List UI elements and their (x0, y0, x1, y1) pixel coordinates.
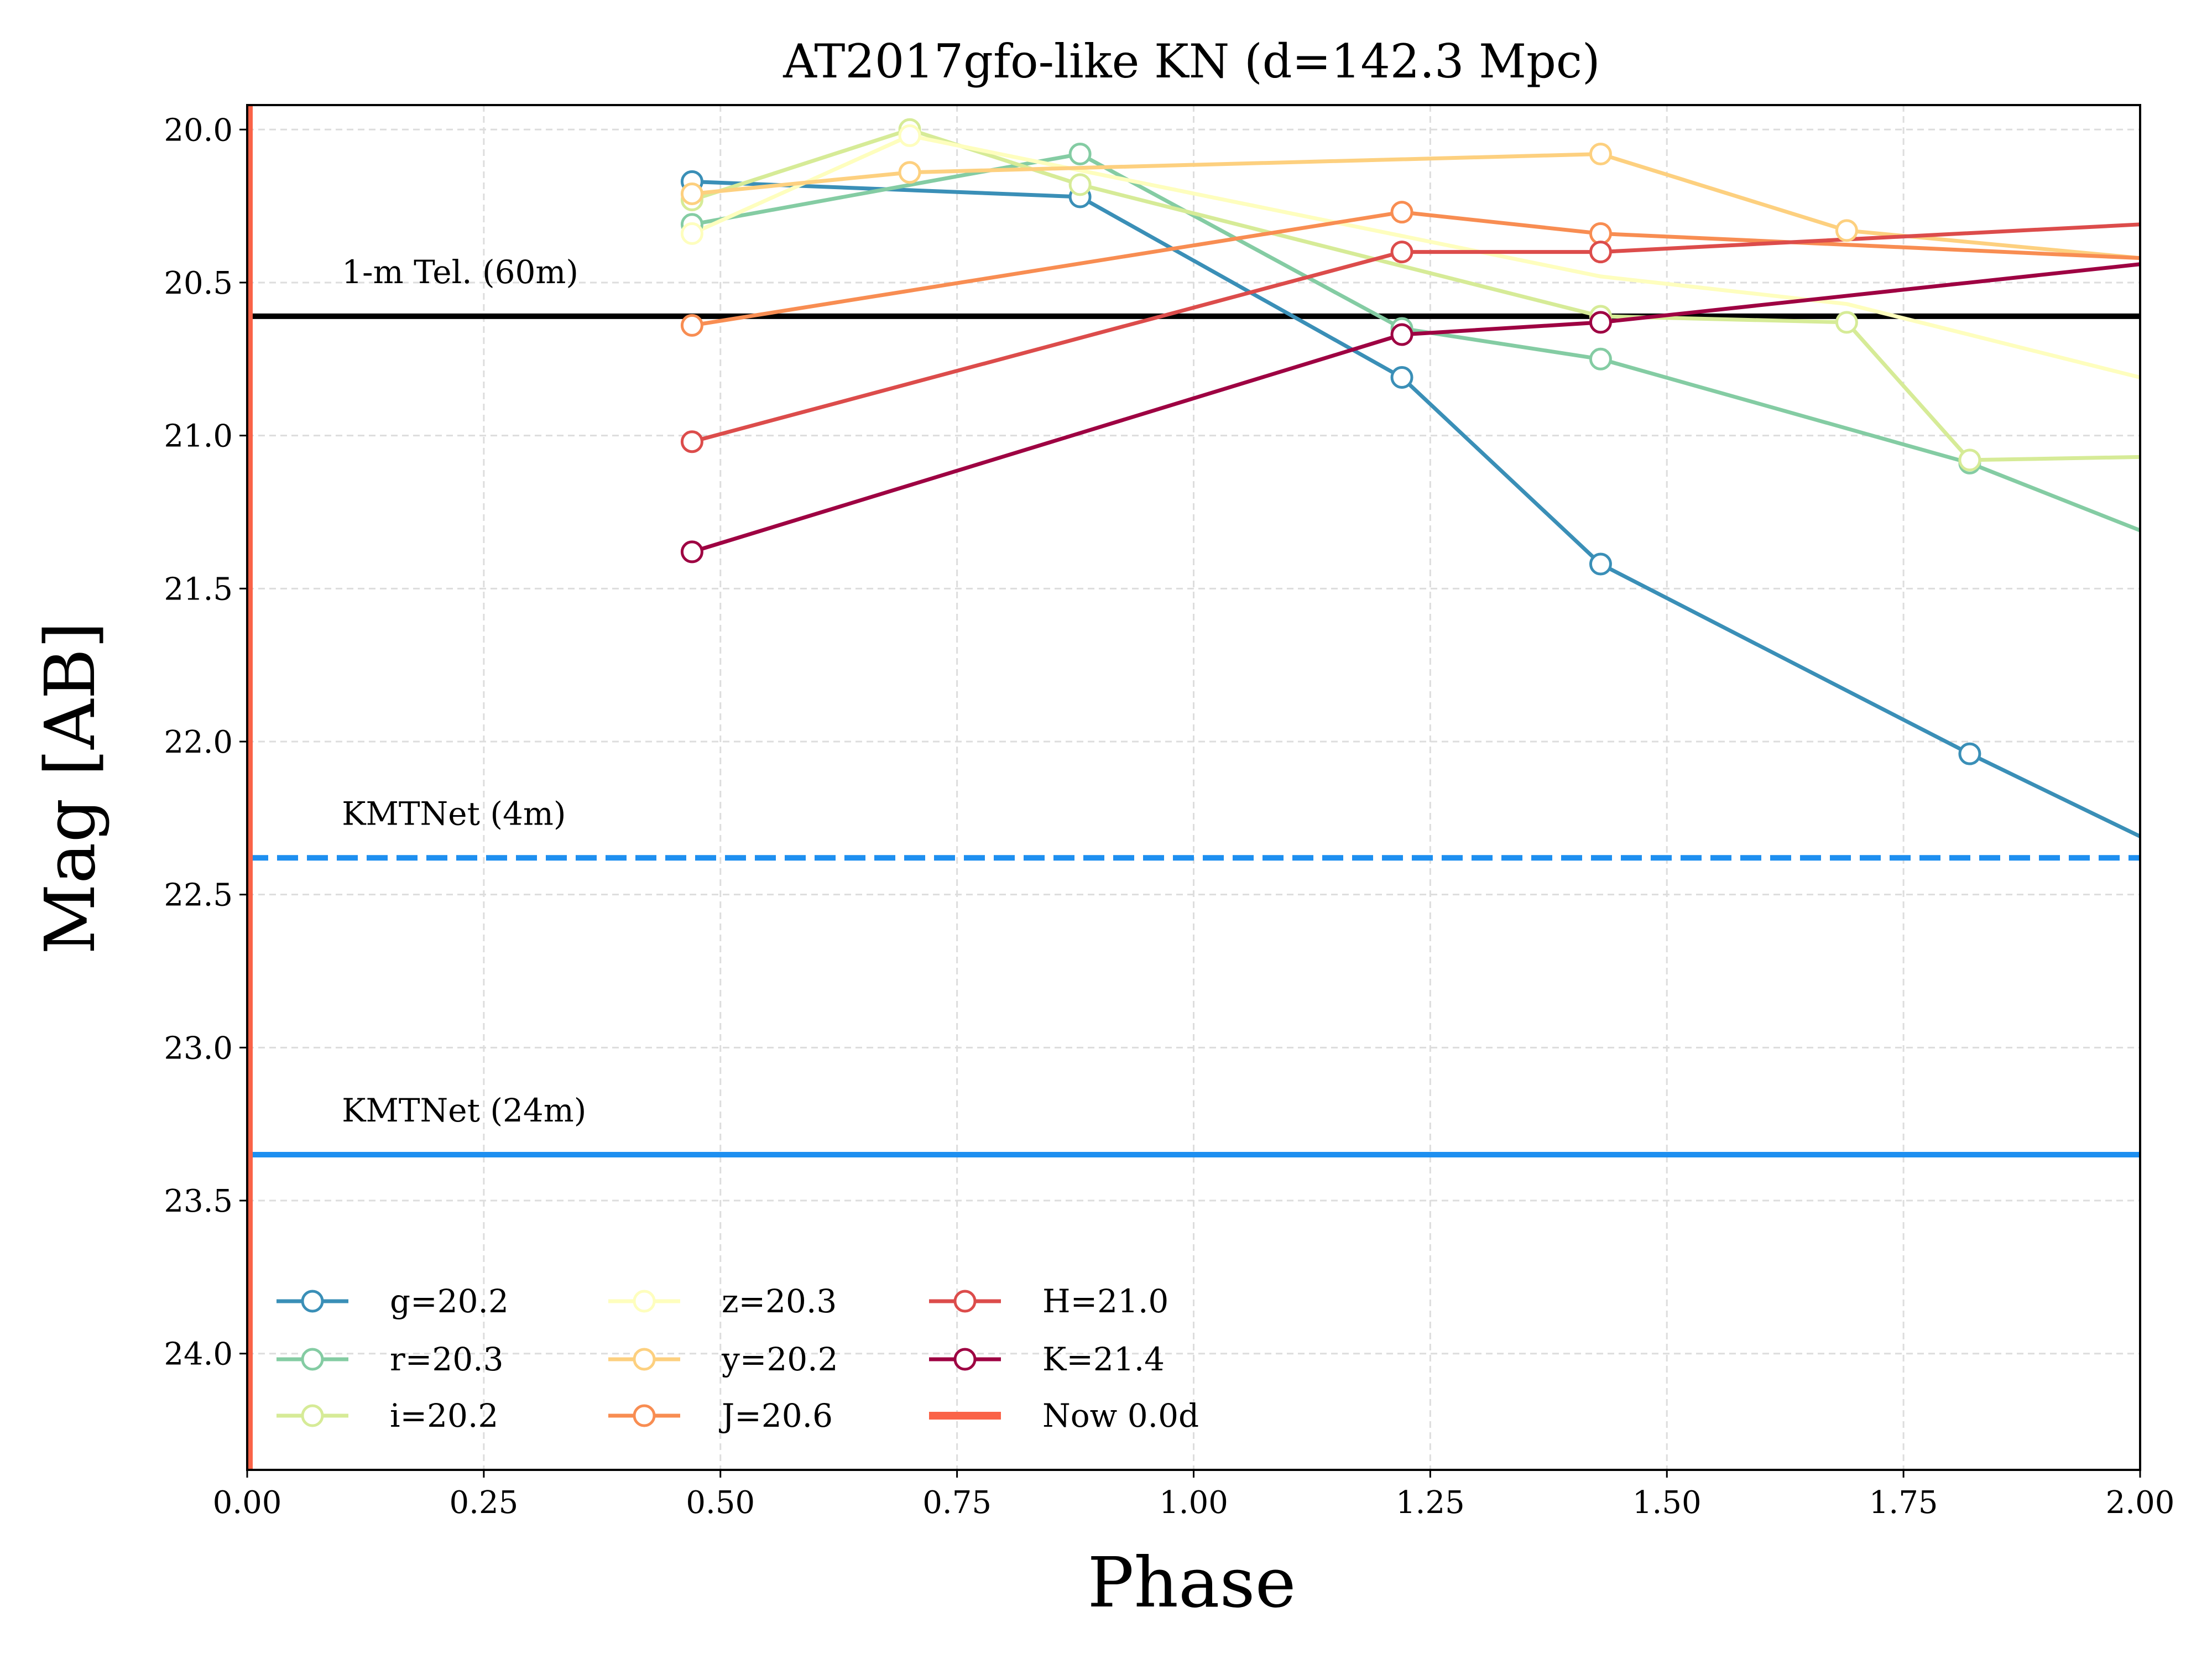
data-point (1589, 347, 1612, 371)
legend-label: Now 0.0d (1042, 1397, 1199, 1434)
x-tick-label: 1.00 (1159, 1485, 1228, 1521)
legend-marker (633, 1404, 656, 1427)
data-point (1068, 173, 1092, 196)
legend: g=20.2 r=20.3 i=20.2 z=20.3 y=20.2 J=20.6 H=21… (276, 1282, 1199, 1434)
data-point (1835, 311, 1858, 334)
data-point (1958, 448, 1981, 472)
data-point (680, 540, 703, 564)
data-point (1390, 366, 1413, 389)
legend-label: i=20.2 (390, 1397, 498, 1434)
data-point (1068, 143, 1092, 166)
legend-marker (301, 1404, 324, 1427)
data-point (680, 430, 703, 453)
data-point (1589, 311, 1612, 334)
series-line (691, 262, 2141, 554)
x-tick-label: 0.50 (686, 1485, 755, 1521)
limit-lines: 1-m Tel. (60m) KMTNet (4m) KMTNet (24m) (246, 105, 2140, 1470)
x-tick-label: 1.25 (1396, 1485, 1465, 1521)
series-line (691, 222, 2141, 444)
series-line (691, 210, 2141, 327)
series-line (692, 179, 2141, 838)
y-tick-label: 23.5 (164, 1183, 233, 1219)
x-axis-label: Phase (1087, 1543, 1296, 1623)
y-tick-label: 21.0 (164, 419, 233, 455)
legend-marker (953, 1290, 977, 1313)
y-axis-label: Mag [AB] (30, 622, 111, 954)
data-point (1390, 241, 1413, 264)
legend-label: z=20.3 (722, 1282, 837, 1320)
y-tick-label: 20.0 (164, 112, 233, 148)
legend-label: H=21.0 (1042, 1282, 1168, 1320)
y-tick-label: 21.5 (164, 571, 233, 607)
legend-marker (953, 1348, 977, 1371)
x-tick-label: 0.00 (213, 1485, 282, 1521)
data-point (1589, 222, 1612, 245)
data-point (1835, 219, 1858, 242)
data-point (1958, 742, 1981, 765)
y-tick-label: 23.0 (164, 1030, 233, 1066)
x-tick-label: 1.75 (1869, 1485, 1938, 1521)
data-point (898, 161, 921, 184)
series-line (691, 152, 2141, 533)
legend-label: J=20.6 (719, 1397, 833, 1434)
data-point (1589, 552, 1612, 576)
y-tick-label: 24.0 (164, 1337, 233, 1373)
x-tick-label: 0.75 (922, 1485, 992, 1521)
x-tick-label: 0.25 (450, 1485, 519, 1521)
series-group (680, 118, 2141, 838)
x-axis-ticks: 0.00 0.25 0.50 0.75 1.00 1.25 1.50 1.75 2.00 (213, 1470, 2175, 1521)
legend-marker (301, 1348, 324, 1371)
y-axis-ticks: 20.0 20.5 21.0 21.5 22.0 22.5 23.0 23.5 24.0 (164, 112, 247, 1373)
data-point (1390, 201, 1413, 224)
chart-title: AT2017gfo-like KN (d=142.3 Mpc) (782, 34, 1600, 88)
legend-label: r=20.3 (390, 1340, 503, 1378)
limit-line-label: 1-m Tel. (60m) (342, 253, 578, 291)
data-point (1390, 323, 1413, 346)
y-tick-label: 22.0 (164, 724, 233, 760)
legend-label: y=20.2 (721, 1340, 838, 1378)
y-tick-label: 20.5 (164, 265, 233, 301)
x-tick-label: 2.00 (2106, 1485, 2175, 1521)
data-point (680, 182, 703, 205)
data-point (680, 314, 703, 337)
legend-label: K=21.4 (1042, 1340, 1165, 1378)
legend-marker (301, 1290, 324, 1313)
data-point (1589, 241, 1612, 264)
legend-marker (633, 1348, 656, 1371)
limit-line-label: KMTNet (4m) (342, 795, 566, 832)
y-tick-label: 22.5 (164, 878, 233, 914)
limit-line-label: KMTNet (24m) (342, 1092, 586, 1129)
x-tick-label: 1.50 (1632, 1485, 1702, 1521)
data-point (680, 222, 703, 245)
legend-label: g=20.2 (390, 1282, 509, 1320)
legend-marker (633, 1290, 656, 1313)
series-line (691, 133, 2141, 379)
data-point (898, 124, 921, 147)
data-point (1589, 143, 1612, 166)
